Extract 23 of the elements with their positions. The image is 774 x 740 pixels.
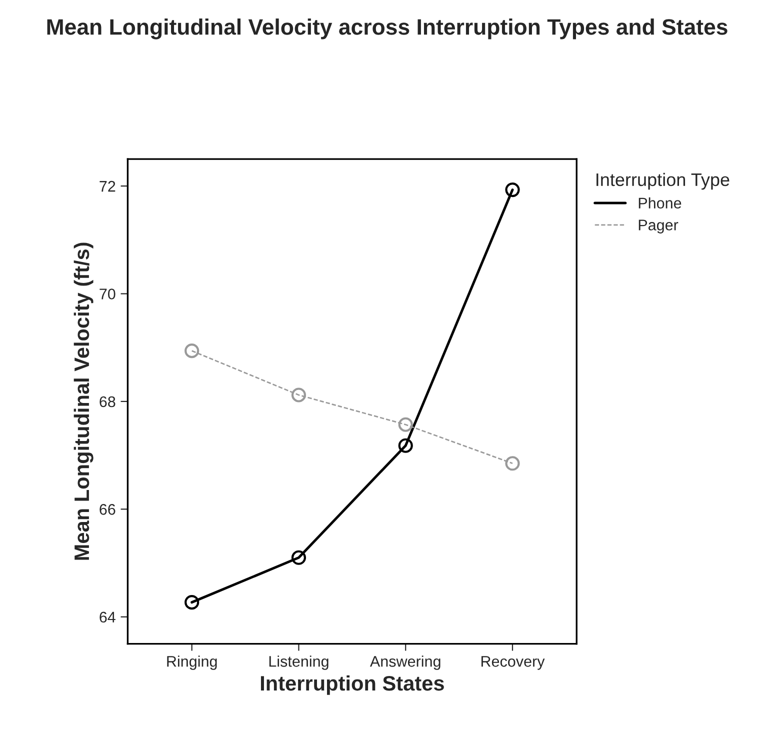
- x-tick-label: Ringing: [167, 656, 217, 670]
- point: [184, 595, 200, 610]
- point: [505, 182, 520, 198]
- y-axis-title: Mean Longitudinal Velocity (ft/s): [74, 242, 94, 560]
- point: [184, 344, 200, 358]
- point: [398, 438, 413, 453]
- y-tick-label: 72: [100, 180, 116, 192]
- point: [398, 417, 413, 432]
- x-tick-label: Answering: [370, 656, 440, 670]
- legend-label: Phone: [638, 197, 682, 209]
- legend-label: Pager: [638, 220, 678, 234]
- x-axis-title: Interruption States: [260, 675, 444, 695]
- y-tick-label: 64: [100, 612, 116, 623]
- y-tick-label: 66: [100, 504, 116, 515]
- y-tick-label: 70: [100, 288, 116, 300]
- chart-title: Mean Longitudinal Velocity across Interruption Types and States: [47, 18, 728, 40]
- point: [291, 388, 306, 402]
- x-tick-label: Listening: [269, 656, 328, 670]
- point: [291, 550, 306, 565]
- point: [505, 456, 520, 471]
- legend-title: Interruption Type: [596, 172, 730, 190]
- y-tick-label: 68: [100, 396, 116, 408]
- x-tick-label: Recovery: [481, 656, 545, 670]
